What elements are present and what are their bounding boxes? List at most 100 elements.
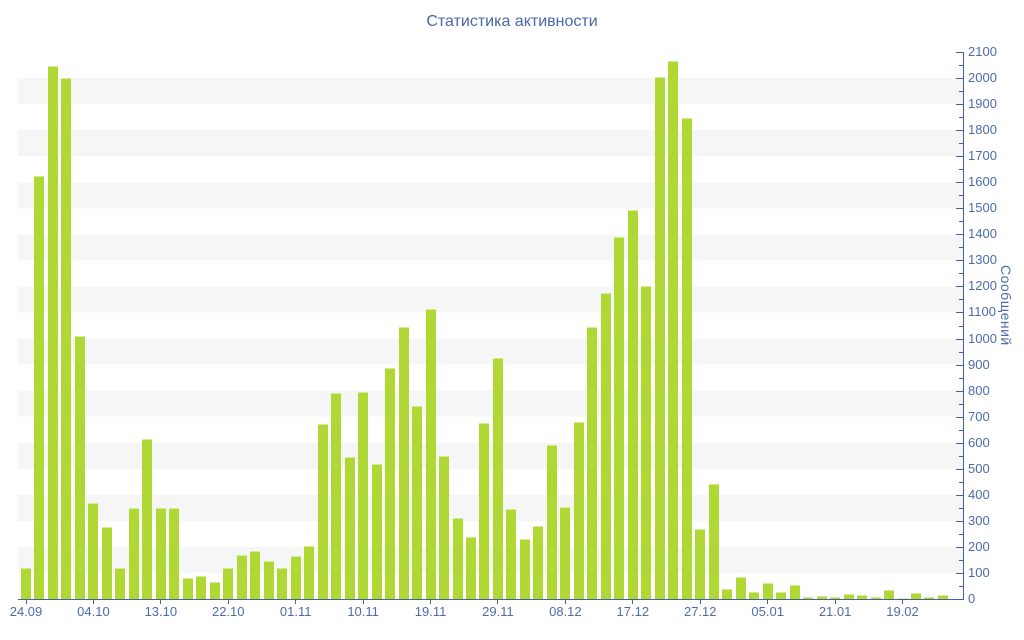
x-tick (767, 600, 769, 604)
x-tick (699, 600, 701, 604)
x-tick-label: 05.01 (751, 604, 784, 619)
y-minor-tick (959, 169, 963, 171)
bar (668, 61, 679, 599)
x-tick (564, 600, 566, 604)
x-tick (25, 600, 27, 604)
y-tick-label: 900 (968, 356, 990, 372)
x-tick-label: 27.12 (683, 604, 717, 619)
bar (506, 509, 517, 599)
y-axis-title: Сообщений (998, 265, 1014, 346)
y-major-tick (956, 208, 963, 210)
y-major-tick (956, 494, 963, 496)
bar (466, 536, 476, 599)
y-major-tick (956, 234, 963, 236)
y-minor-tick (959, 117, 963, 119)
bar (101, 527, 112, 599)
x-axis-line (18, 599, 964, 600)
x-tick (430, 600, 432, 604)
bar (412, 406, 423, 599)
bar (385, 368, 396, 599)
plot-area (18, 52, 963, 599)
bar (749, 591, 760, 599)
bar (182, 578, 193, 599)
y-major-tick (956, 572, 963, 574)
x-tick (902, 600, 904, 604)
y-tick-label: 1000 (968, 330, 997, 346)
y-minor-tick (959, 481, 963, 483)
x-tick-label: 24.09 (9, 604, 43, 619)
y-tick-label: 1100 (968, 304, 996, 320)
x-tick (295, 600, 297, 604)
bar (587, 326, 598, 599)
x-tick (497, 600, 499, 604)
bar (573, 421, 584, 599)
y-tick-label: 2000 (968, 70, 997, 86)
y-tick-label: 1500 (968, 200, 997, 216)
y-minor-tick (959, 221, 963, 223)
bar (681, 118, 692, 599)
y-minor-tick (959, 559, 963, 561)
bar (641, 286, 652, 599)
y-tick-label: 1600 (968, 174, 997, 190)
y-minor-tick (959, 533, 963, 535)
y-minor-tick (959, 325, 963, 327)
bar (803, 596, 814, 599)
x-tick-label: 19.02 (886, 604, 919, 619)
y-major-tick (956, 416, 963, 418)
y-minor-tick (959, 195, 963, 197)
bar (21, 567, 31, 599)
y-tick-label: 1700 (968, 148, 997, 164)
bar (600, 292, 611, 599)
y-tick-label: 100 (968, 564, 990, 580)
bar (695, 528, 706, 599)
x-tick-label: 10.11 (347, 604, 379, 619)
x-tick (227, 600, 229, 604)
x-tick (160, 600, 162, 604)
y-major-tick (956, 546, 963, 548)
bar (884, 590, 895, 599)
y-tick-label: 200 (968, 538, 990, 554)
y-major-tick (956, 130, 963, 132)
x-tick (362, 600, 364, 604)
bar (439, 455, 450, 599)
bar (344, 457, 355, 599)
bar (830, 596, 841, 599)
y-minor-tick (959, 299, 963, 301)
bar (924, 597, 935, 599)
bar (897, 597, 908, 599)
y-tick-label: 1400 (968, 226, 997, 242)
bar (331, 393, 342, 599)
bar (708, 484, 719, 599)
y-tick-label: 800 (968, 382, 990, 398)
bar (735, 576, 746, 599)
y-major-tick (956, 312, 963, 314)
y-minor-tick (959, 65, 963, 67)
y-minor-tick (959, 455, 963, 457)
bar (911, 593, 921, 599)
bar (371, 463, 382, 599)
bar (722, 588, 733, 599)
bar (762, 583, 773, 599)
y-major-tick (956, 338, 963, 340)
y-major-tick (956, 260, 963, 262)
y-minor-tick (959, 91, 963, 93)
bar (115, 567, 126, 599)
y-major-tick (956, 156, 963, 158)
y-major-tick (956, 182, 963, 184)
bar (654, 76, 665, 599)
bar (843, 593, 854, 599)
bar (277, 567, 288, 599)
x-tick-label: 19.11 (414, 604, 447, 619)
bar (223, 567, 234, 599)
bar (546, 445, 557, 599)
x-tick (92, 600, 94, 604)
y-tick-label: 1300 (968, 252, 997, 268)
bar (870, 596, 881, 599)
y-tick-label: 700 (968, 408, 990, 424)
bar (398, 326, 409, 599)
y-major-tick (956, 599, 963, 600)
x-tick-label: 29.11 (482, 604, 514, 619)
bar (614, 236, 625, 599)
x-tick (632, 600, 634, 604)
